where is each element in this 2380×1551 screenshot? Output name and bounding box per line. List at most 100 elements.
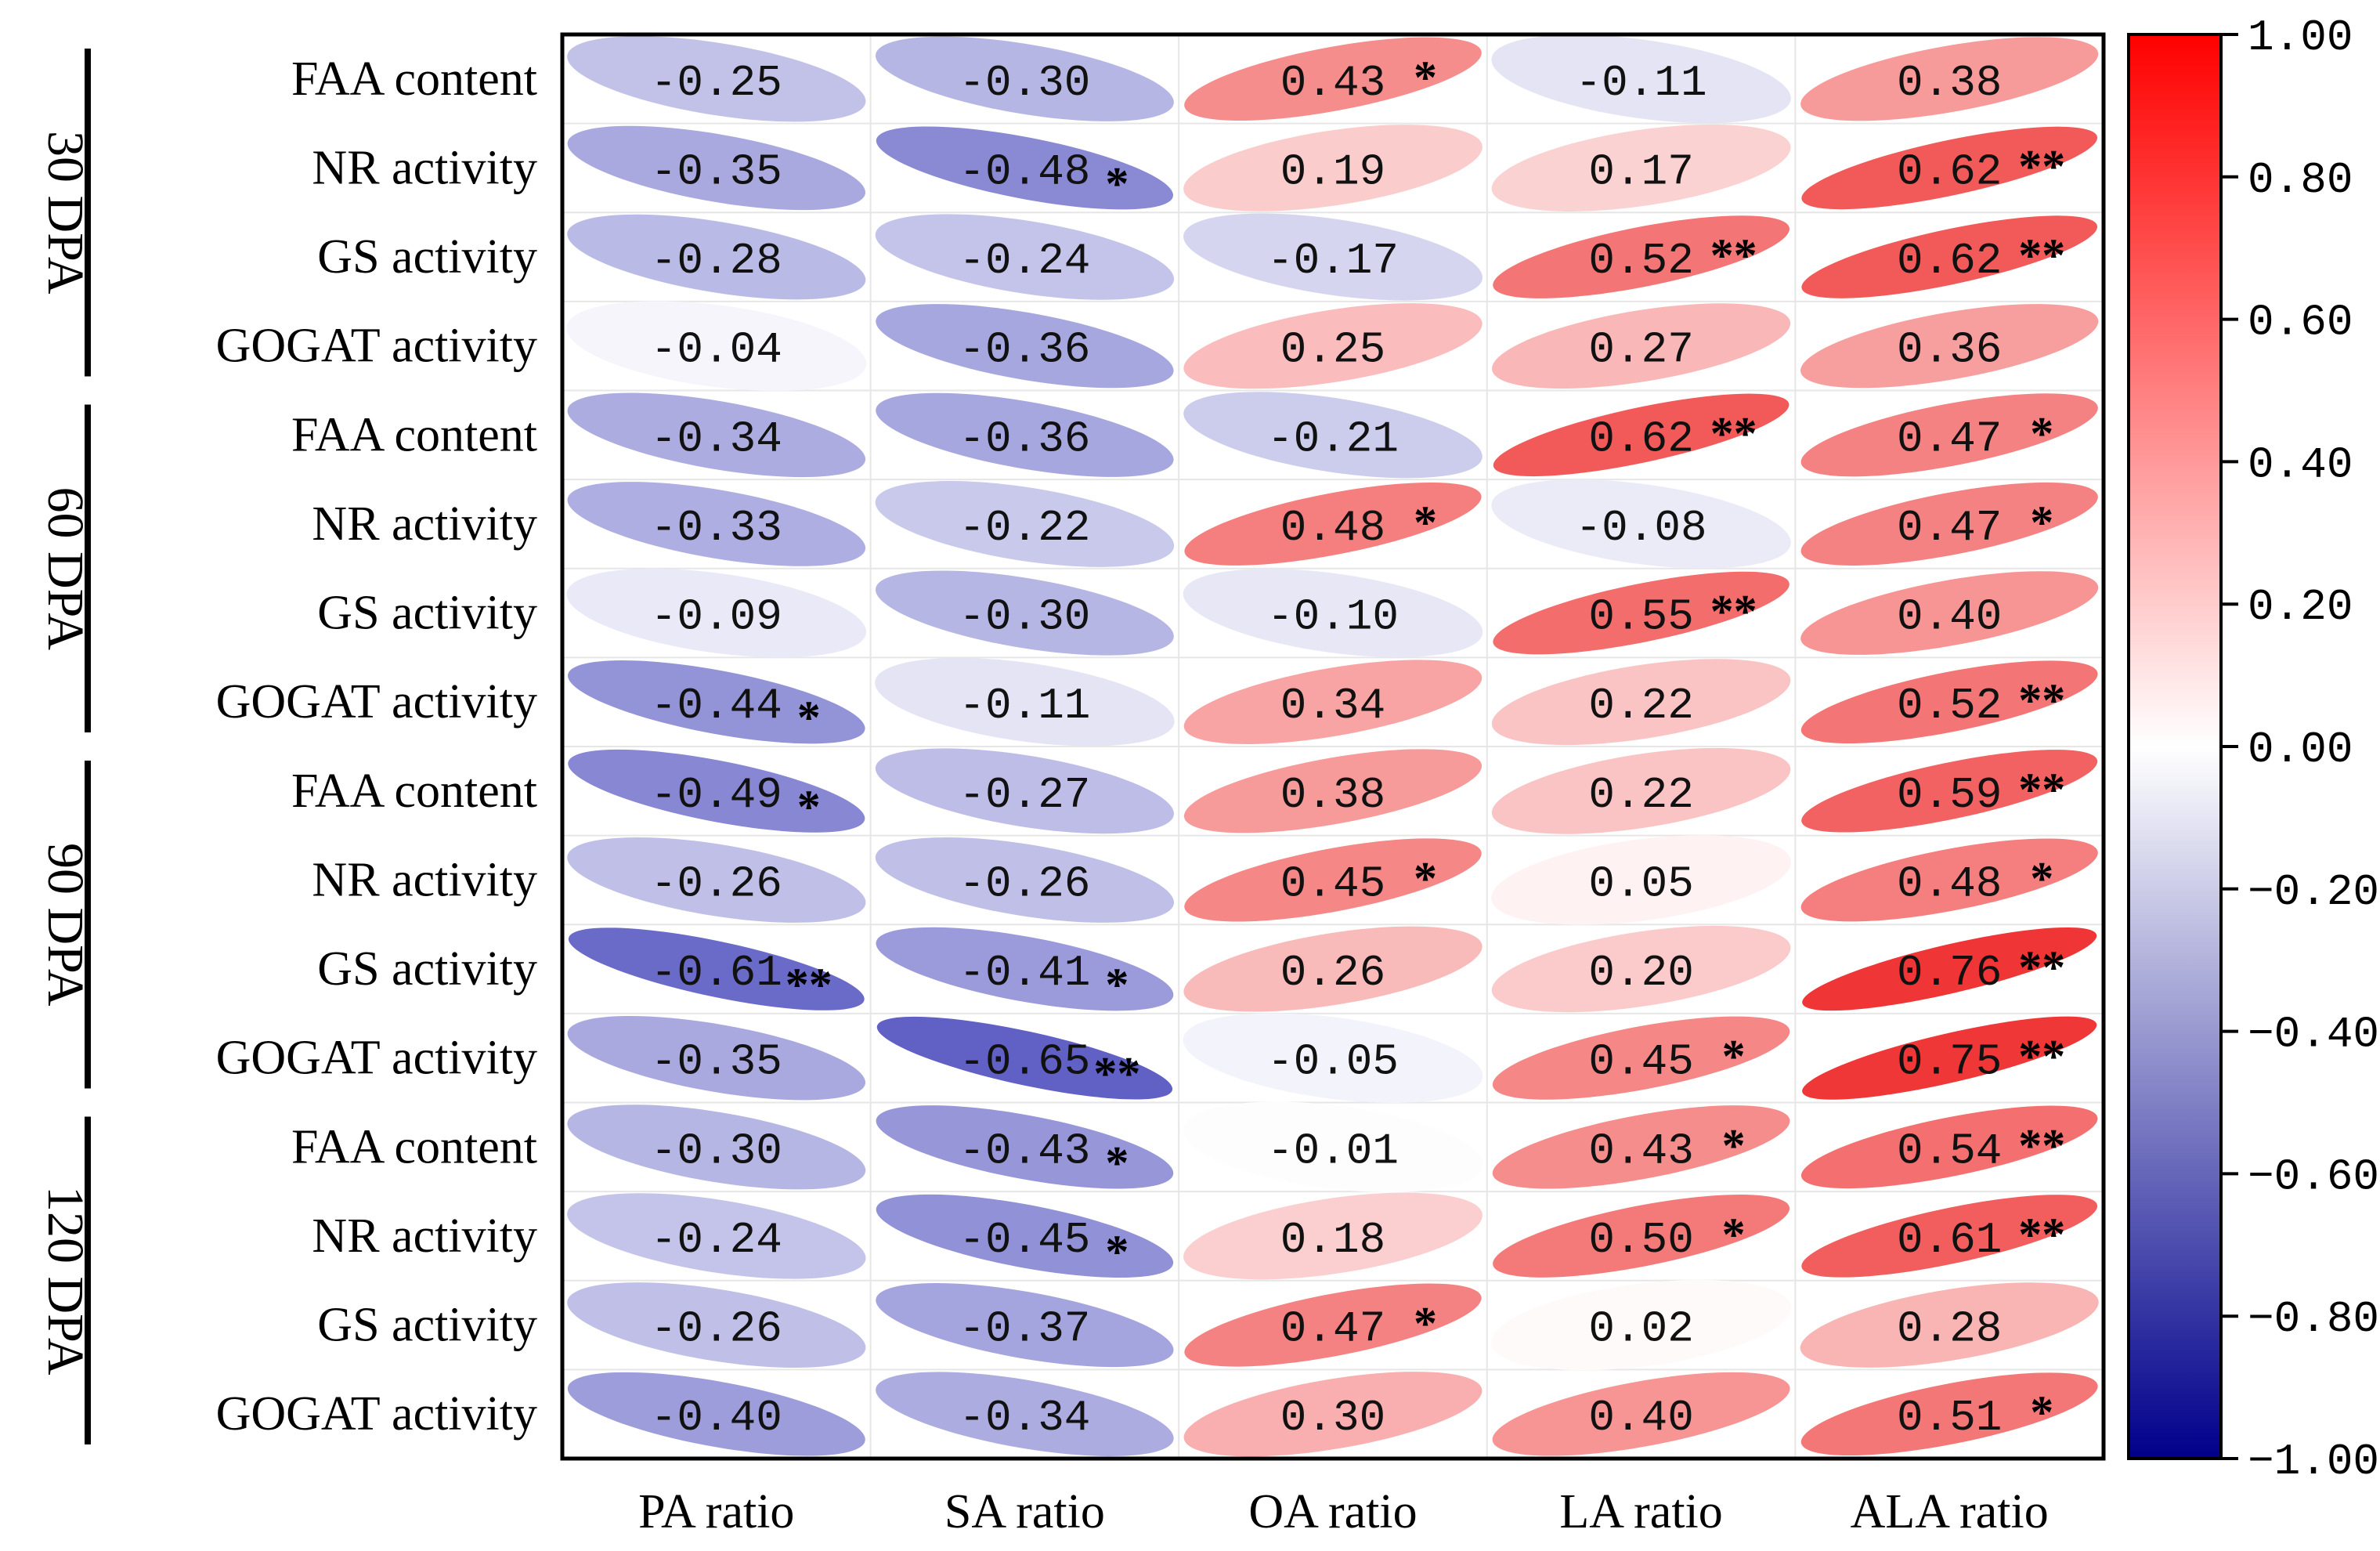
cell-value-label: -0.41 <box>959 948 1090 998</box>
correlation-ellipse <box>1491 835 1791 925</box>
colorbar-tick-label: 1.00 <box>2248 13 2353 63</box>
correlation-ellipse <box>1800 1105 2098 1189</box>
cell-value-label: 0.40 <box>1588 1393 1693 1443</box>
cell-value-label: 0.62 <box>1588 414 1693 464</box>
colorbar-tick-label: 0.60 <box>2248 298 2353 348</box>
cell-value-label: -0.35 <box>651 1037 782 1087</box>
significance-marker: * <box>1105 959 1129 1010</box>
row-label: GOGAT activity <box>216 320 537 373</box>
column-label: PA ratio <box>638 1485 794 1538</box>
correlation-ellipse <box>566 568 867 658</box>
significance-marker: ** <box>1710 230 1757 281</box>
colorbar-tick-label: 0.20 <box>2248 582 2353 632</box>
cell-value-label: -0.24 <box>959 236 1090 286</box>
correlation-ellipse <box>876 1372 1174 1456</box>
correlation-ellipse <box>1183 749 1483 833</box>
cell-value-label: 0.22 <box>1588 770 1693 820</box>
correlation-ellipse <box>1493 393 1790 477</box>
significance-marker: * <box>2030 852 2053 904</box>
significance-marker: ** <box>1093 1048 1140 1100</box>
correlation-ellipse <box>1183 392 1483 479</box>
row-label: GOGAT activity <box>216 1387 537 1441</box>
colorbar-tick-label: −0.40 <box>2248 1010 2379 1060</box>
cell-value-label: -0.21 <box>1267 414 1399 464</box>
cell-value-label: -0.48 <box>959 146 1090 197</box>
cell-value-label: -0.28 <box>651 236 782 286</box>
significance-marker: * <box>1414 1298 1437 1350</box>
correlation-ellipse <box>567 36 866 122</box>
cell-value-label: 0.61 <box>1897 1215 2002 1265</box>
cell-value-label: -0.49 <box>651 770 782 820</box>
cell-value-label: 0.54 <box>1897 1126 2002 1176</box>
correlation-ellipse <box>1183 213 1483 301</box>
correlation-ellipse <box>1491 925 1791 1013</box>
correlation-ellipse <box>1184 838 1482 922</box>
cell-value-label: -0.17 <box>1267 236 1399 286</box>
correlation-ellipse <box>1491 747 1791 834</box>
cell-value-label: 0.47 <box>1897 414 2002 464</box>
cell-value-label: -0.08 <box>1576 503 1707 553</box>
correlation-ellipse <box>876 1016 1173 1100</box>
correlation-ellipse <box>1492 1372 1790 1456</box>
cell-value-label: 0.28 <box>1897 1304 2002 1354</box>
row-label: NR activity <box>312 853 537 906</box>
correlation-ellipse <box>1802 927 2097 1011</box>
cell-value-label: 0.62 <box>1897 236 2002 286</box>
row-label: FAA content <box>291 765 537 818</box>
cell-value-label: -0.25 <box>651 58 782 108</box>
correlation-ellipse <box>1183 303 1483 389</box>
correlation-ellipse <box>1800 482 2098 566</box>
cell-value-label: 0.43 <box>1280 58 1385 108</box>
significance-marker: * <box>2030 407 2053 459</box>
correlation-ellipse <box>567 1104 866 1190</box>
significance-marker: * <box>2030 1386 2053 1438</box>
correlation-ellipse <box>567 1193 866 1279</box>
correlation-ellipse <box>1800 393 2098 477</box>
correlation-ellipse <box>567 1015 865 1101</box>
correlation-ellipse <box>1184 482 1482 566</box>
cell-value-label: 0.45 <box>1280 859 1385 909</box>
row-label: GOGAT activity <box>216 1032 537 1085</box>
cell-value-label: -0.65 <box>959 1037 1090 1087</box>
cell-value-label: -0.40 <box>651 1393 782 1443</box>
cell-value-label: 0.38 <box>1280 770 1385 820</box>
correlation-ellipse <box>875 748 1174 834</box>
cell-value-label: 0.76 <box>1897 948 2002 998</box>
group-label: 90 DPA <box>37 843 94 1007</box>
colorbar-tick-label: −0.80 <box>2248 1294 2379 1344</box>
cell-value-label: 0.48 <box>1280 503 1385 553</box>
column-label: SA ratio <box>944 1485 1105 1538</box>
cell-value-label: 0.55 <box>1588 592 1693 642</box>
correlation-ellipse <box>875 481 1175 567</box>
correlation-ellipse <box>567 1372 865 1456</box>
correlation-ellipse <box>1492 303 1791 389</box>
cell-value-label: -0.33 <box>651 503 782 553</box>
cell-value-label: 0.18 <box>1280 1215 1385 1265</box>
cell-value-label: 0.19 <box>1280 146 1385 197</box>
row-label: FAA content <box>291 52 537 106</box>
correlation-ellipse <box>876 304 1174 389</box>
colorbar-tick-label: 0.40 <box>2248 439 2353 490</box>
significance-marker: * <box>1414 52 1437 103</box>
significance-marker: ** <box>1710 407 1757 459</box>
correlation-ellipse <box>1800 37 2099 121</box>
cell-value-label: 0.52 <box>1897 681 2002 731</box>
colorbar-gradient <box>2127 33 2223 1460</box>
correlation-ellipse <box>1801 215 2098 298</box>
significance-marker: * <box>1105 1226 1129 1278</box>
correlation-ellipse <box>1801 126 2098 210</box>
significance-marker: * <box>797 781 821 833</box>
grid-layer <box>562 34 2104 1459</box>
axes-layer: FAA content NR activity GS activity GOGAT a… <box>37 32 2106 1538</box>
significance-marker: * <box>1722 1119 1746 1171</box>
colorbar-tick-label: 0.80 <box>2248 155 2353 205</box>
correlation-ellipse <box>1183 926 1483 1012</box>
row-label: GS activity <box>317 587 537 640</box>
cell-value-label: 0.50 <box>1588 1215 1693 1265</box>
row-label: GS activity <box>317 1299 537 1352</box>
group-label: 120 DPA <box>37 1186 94 1376</box>
row-label: FAA content <box>291 1120 537 1173</box>
cell-value-label: 0.25 <box>1280 325 1385 375</box>
